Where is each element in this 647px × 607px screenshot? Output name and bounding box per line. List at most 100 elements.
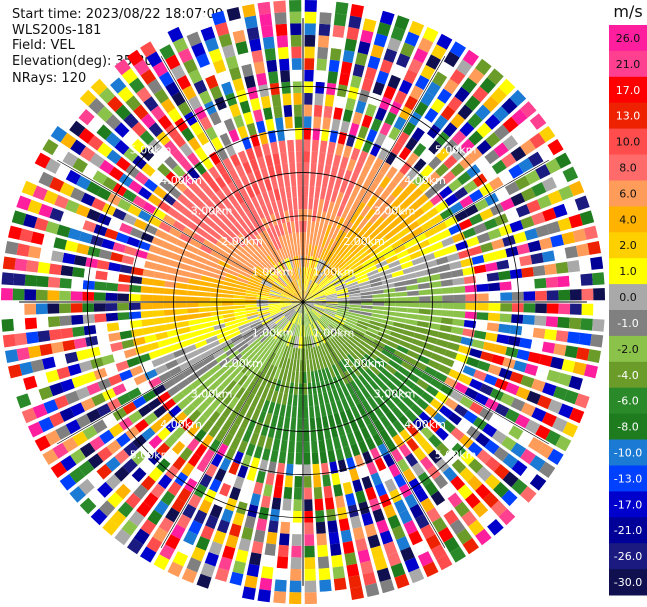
velocity-gate <box>293 336 298 348</box>
velocity-gate <box>320 380 327 393</box>
velocity-gate <box>324 94 335 107</box>
velocity-gate <box>411 384 425 397</box>
velocity-gate <box>546 303 559 314</box>
velocity-gate <box>313 104 323 118</box>
velocity-gate <box>347 86 359 100</box>
velocity-gate <box>224 320 237 327</box>
velocity-gate <box>442 122 458 138</box>
velocity-gate <box>87 471 104 488</box>
velocity-gate <box>217 70 230 85</box>
velocity-gate <box>563 389 579 405</box>
velocity-gate <box>482 96 499 112</box>
velocity-gate <box>424 335 438 345</box>
velocity-gate <box>286 310 296 320</box>
velocity-gate <box>114 122 130 138</box>
velocity-gate <box>155 263 169 273</box>
velocity-gate <box>97 481 113 498</box>
velocity-gate <box>147 138 163 154</box>
velocity-gate <box>349 122 360 136</box>
velocity-gate <box>299 232 303 244</box>
velocity-gate <box>311 269 317 281</box>
velocity-gate <box>357 320 370 327</box>
velocity-gate <box>300 313 303 326</box>
velocity-gate <box>271 238 280 251</box>
velocity-gate <box>322 263 331 274</box>
velocity-gate <box>292 522 302 535</box>
velocity-gate <box>177 193 191 207</box>
velocity-gate <box>133 484 149 500</box>
velocity-gate <box>547 139 564 156</box>
velocity-gate <box>374 107 387 122</box>
velocity-gate <box>485 332 498 342</box>
velocity-gate <box>98 344 112 355</box>
velocity-gate <box>389 265 403 273</box>
velocity-gate <box>281 320 290 331</box>
velocity-gate <box>530 252 544 265</box>
velocity-gate <box>165 465 180 480</box>
velocity-gate <box>171 497 186 513</box>
velocity-gate <box>290 557 302 570</box>
velocity-gate <box>326 304 338 308</box>
velocity-gate <box>318 567 331 581</box>
velocity-gate <box>348 309 361 314</box>
velocity-gate <box>454 86 470 103</box>
velocity-gate <box>326 267 336 278</box>
velocity-gate <box>376 567 392 582</box>
velocity-gate <box>292 394 298 407</box>
velocity-gate <box>513 360 527 373</box>
velocity-gate <box>443 138 459 154</box>
velocity-gate <box>324 497 335 510</box>
velocity-gate <box>188 520 203 535</box>
velocity-gate <box>205 126 218 141</box>
velocity-gate <box>246 287 259 293</box>
velocity-gate <box>336 167 346 181</box>
velocity-gate <box>324 379 332 392</box>
velocity-gate <box>194 414 208 428</box>
velocity-gate <box>252 356 262 368</box>
velocity-gate <box>360 29 374 44</box>
velocity-gate <box>99 159 115 175</box>
velocity-gate <box>336 387 345 400</box>
velocity-gate <box>304 487 313 500</box>
velocity-gate <box>239 402 250 416</box>
velocity-gate <box>180 173 194 187</box>
velocity-gate <box>314 304 326 308</box>
velocity-gate <box>555 152 572 169</box>
velocity-gate <box>268 304 280 308</box>
velocity-gate <box>264 336 274 347</box>
velocity-gate <box>132 434 147 449</box>
velocity-gate <box>177 101 192 117</box>
velocity-gate <box>245 309 258 314</box>
velocity-gate <box>222 309 235 315</box>
velocity-gate <box>96 334 110 345</box>
velocity-gate <box>218 556 233 571</box>
velocity-gate <box>463 320 477 329</box>
velocity-gate <box>268 325 279 335</box>
velocity-gate <box>288 233 294 246</box>
velocity-gate <box>494 249 508 260</box>
velocity-gate <box>282 498 292 511</box>
velocity-gate <box>545 430 561 446</box>
velocity-gate <box>314 221 320 234</box>
velocity-gate <box>264 412 273 426</box>
velocity-gate <box>117 86 134 103</box>
velocity-gate <box>262 36 275 50</box>
velocity-gate <box>523 291 536 301</box>
velocity-gate <box>315 521 326 534</box>
velocity-gate <box>320 211 327 224</box>
velocity-gate <box>306 359 310 372</box>
velocity-gate <box>498 170 514 185</box>
velocity-gate <box>269 508 280 522</box>
velocity-gate <box>480 242 494 253</box>
velocity-gate <box>248 318 261 326</box>
velocity-gate <box>259 283 272 290</box>
velocity-gate <box>256 193 265 207</box>
velocity-gate <box>346 196 356 209</box>
velocity-gate <box>186 244 200 255</box>
velocity-gate <box>370 118 383 132</box>
velocity-gate <box>256 397 265 411</box>
velocity-gate <box>122 401 137 415</box>
velocity-gate <box>389 100 402 116</box>
velocity-gate <box>170 252 184 262</box>
velocity-gate <box>201 419 214 433</box>
